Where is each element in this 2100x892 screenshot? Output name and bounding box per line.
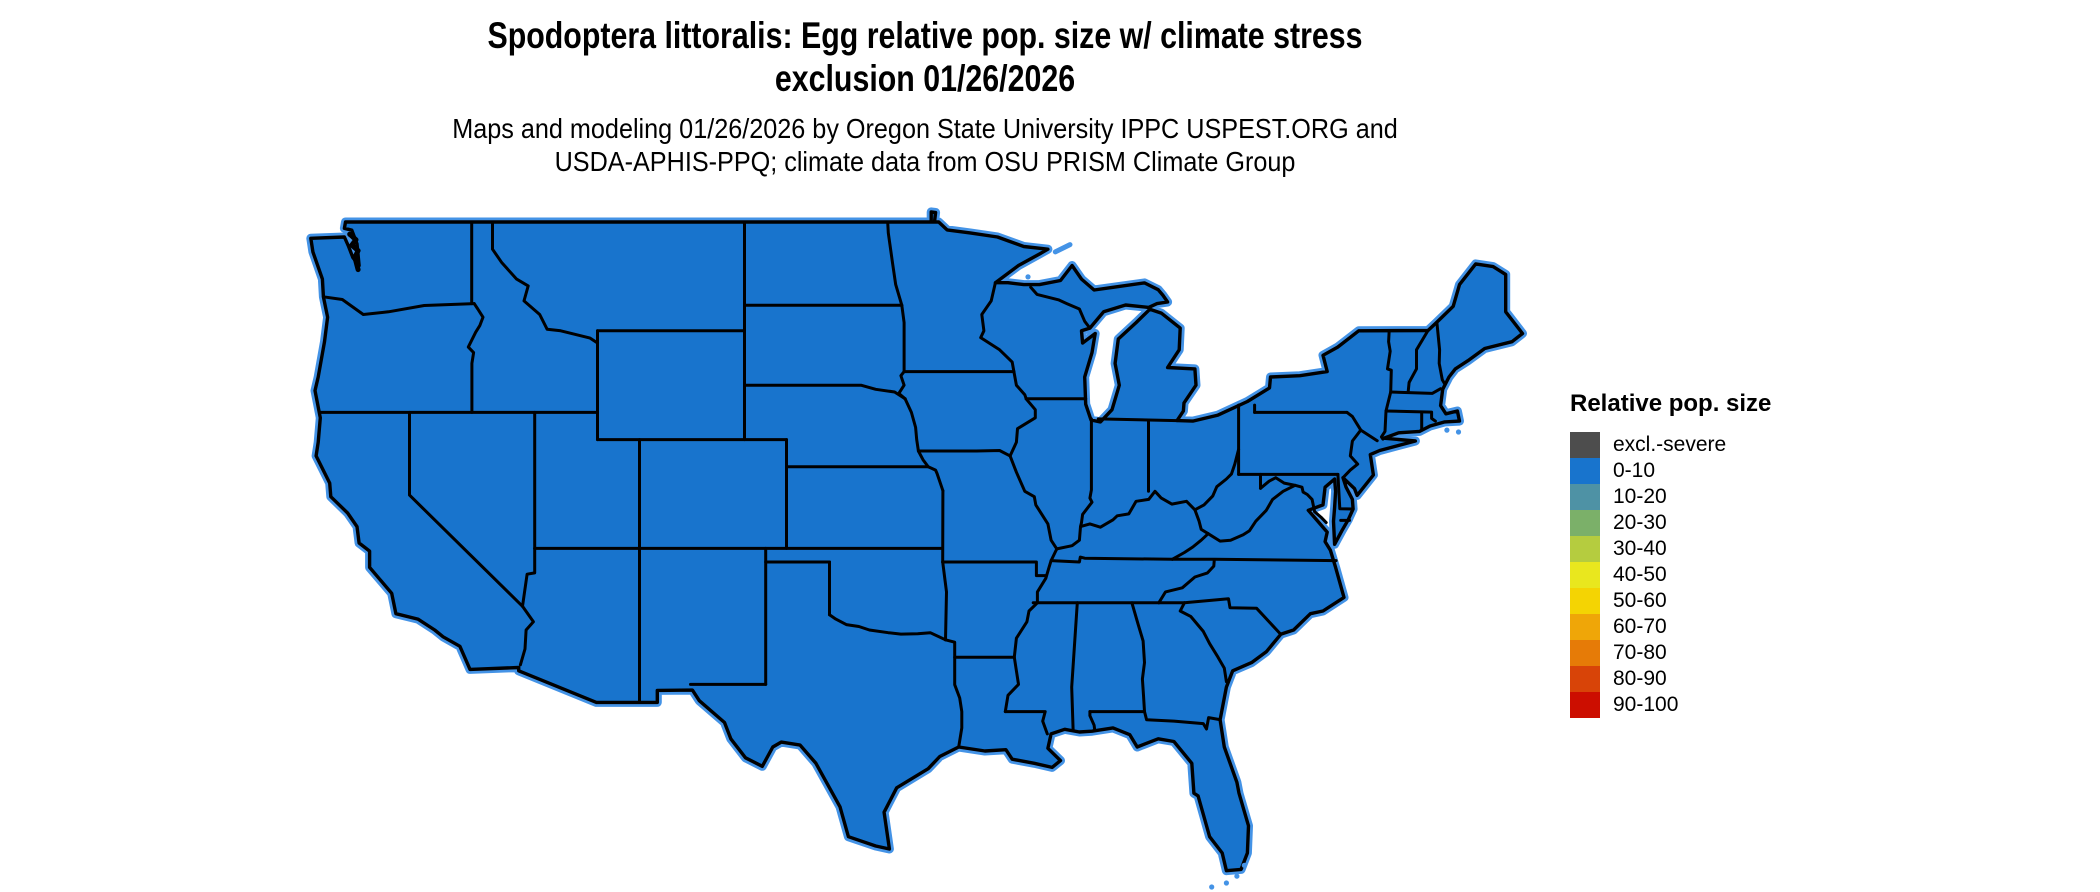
legend-row: excl.-severe: [1570, 432, 1771, 458]
state-border-line: [1130, 601, 1146, 714]
state-border-line: [1182, 597, 1282, 635]
puget-sound-inlets: [347, 231, 361, 273]
island-dot: [1241, 862, 1247, 868]
legend-row: 20-30: [1570, 510, 1771, 536]
state-border-line: [1012, 370, 1028, 400]
map-title-line1: Spodoptera littoralis: Egg relative pop.…: [487, 15, 1363, 56]
legend-label: 20-30: [1613, 511, 1667, 534]
state-border-line: [1259, 476, 1328, 525]
legend-row: 40-50: [1570, 562, 1771, 588]
state-border-line: [1170, 532, 1210, 561]
state-border-line: [828, 613, 947, 642]
figure-header: Spodoptera littoralis: Egg relative pop.…: [320, 14, 1530, 178]
legend-row: 60-70: [1570, 614, 1771, 640]
state-border-line: [1055, 447, 1241, 551]
state-border-line: [886, 220, 904, 307]
state-border-line: [1435, 321, 1446, 385]
state-border-line: [466, 302, 485, 414]
state-border-line: [903, 397, 945, 493]
state-border-line: [1206, 483, 1297, 543]
state-border-line: [743, 383, 907, 401]
state-border-line: [1384, 409, 1437, 423]
state-border-line: [916, 449, 1012, 458]
island-dot: [1455, 429, 1462, 435]
legend-row: 0-10: [1570, 458, 1771, 484]
legend-swatch: [1570, 484, 1600, 510]
state-border-line: [321, 295, 476, 316]
legend-label: excl.-severe: [1613, 433, 1727, 456]
state-border-line: [1336, 472, 1355, 511]
legend-swatch: [1570, 536, 1600, 562]
legend-title: Relative pop. size: [1570, 390, 1772, 417]
legend-swatch: [1570, 614, 1600, 640]
legend-label: 30-40: [1613, 537, 1667, 560]
legend-row: 80-90: [1570, 666, 1771, 692]
state-border-line: [1070, 601, 1079, 731]
island-dot: [1223, 880, 1229, 886]
legend-row: 30-40: [1570, 536, 1771, 562]
legend-row: 10-20: [1570, 484, 1771, 510]
map-subtitle-line1: Maps and modeling 01/26/2026 by Oregon S…: [452, 113, 1398, 144]
legend-label: 70-80: [1613, 641, 1667, 664]
isle-royale: [1052, 242, 1073, 255]
legend-row: 50-60: [1570, 588, 1771, 614]
legend-swatch: [1570, 562, 1600, 588]
legend-label: 80-90: [1613, 667, 1667, 690]
state-border-line: [941, 560, 948, 642]
state-border-line: [1193, 508, 1210, 536]
legend-items: excl.-severe 0-10 10-20 20-30 30-40 40-50 50-6…: [1570, 432, 1771, 718]
state-border-line: [941, 560, 1048, 578]
state-border-line: [1389, 387, 1443, 395]
conus-outline: [309, 210, 1525, 873]
state-border-line: [1008, 454, 1059, 551]
state-border-line: [1379, 329, 1393, 441]
state-borders: [318, 220, 1446, 749]
legend-swatch: [1570, 432, 1600, 458]
state-border-line: [408, 410, 535, 667]
state-border-line: [1359, 428, 1379, 443]
legend-label: 90-100: [1613, 693, 1679, 716]
island-dot: [1025, 274, 1031, 280]
map-title-line2: exclusion 01/26/2026: [774, 58, 1076, 99]
state-border-line: [1003, 710, 1049, 736]
state-border-line: [1088, 710, 1097, 733]
state-border-line: [1341, 410, 1363, 480]
state-border-line: [1178, 601, 1228, 684]
state-border-line: [1029, 285, 1092, 330]
legend-label: 10-20: [1613, 485, 1667, 508]
legend-label: 40-50: [1613, 563, 1667, 586]
legend-swatch: [1570, 588, 1600, 614]
state-border-line: [1049, 555, 1338, 564]
legend-swatch: [1570, 692, 1600, 718]
legend-label: 60-70: [1613, 615, 1667, 638]
state-border-line: [944, 638, 964, 749]
legend-swatch: [1570, 510, 1600, 536]
state-border-line: [1008, 397, 1037, 458]
state-border-line: [1157, 558, 1216, 605]
state-border-line: [1406, 329, 1430, 394]
legend-row: 90-100: [1570, 692, 1771, 718]
coastal-islands: [1025, 242, 1462, 890]
state-border-line: [1003, 547, 1059, 714]
state-border-line: [1079, 417, 1094, 529]
island-dot: [1444, 427, 1450, 433]
state-border-line: [491, 220, 599, 345]
state-border-line: [979, 281, 1016, 374]
state-border-line: [521, 546, 537, 608]
map-legend: Relative pop. size excl.-severe 0-10 10-20…: [1570, 390, 1771, 718]
island-dot: [1209, 884, 1215, 890]
legend-label: 50-60: [1613, 589, 1667, 612]
legend-swatch: [1570, 640, 1600, 666]
state-border-line: [1088, 710, 1221, 731]
island-dot: [1234, 873, 1240, 879]
legend-swatch: [1570, 666, 1600, 692]
map-subtitle-line2: USDA-APHIS-PPQ; climate data from OSU PR…: [554, 146, 1296, 177]
legend-row: 70-80: [1570, 640, 1771, 666]
legend-swatch: [1570, 458, 1600, 484]
legend-label: 0-10: [1613, 459, 1656, 482]
map-subtitle: Maps and modeling 01/26/2026 by Oregon S…: [320, 112, 1530, 178]
state-border-line: [1096, 417, 1179, 423]
